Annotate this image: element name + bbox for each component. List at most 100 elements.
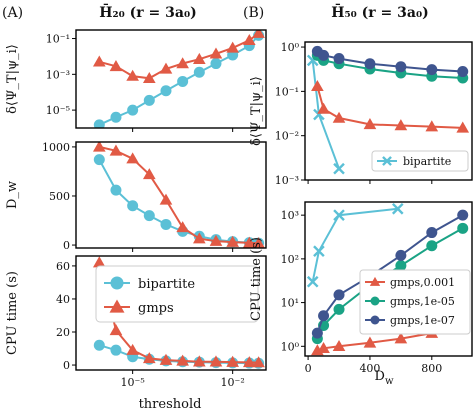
data-point-marker bbox=[176, 354, 189, 366]
data-point-marker bbox=[142, 352, 156, 364]
y-tick-label: 0 bbox=[63, 359, 70, 372]
legend-label: gmps bbox=[138, 301, 174, 316]
data-point-marker bbox=[317, 341, 330, 354]
data-point-marker bbox=[242, 356, 256, 368]
x-tick-label: 10⁻² bbox=[221, 376, 245, 389]
legend-label: gmps,1e-05 bbox=[390, 295, 455, 308]
data-point-marker bbox=[142, 168, 156, 180]
data-point-marker bbox=[311, 327, 323, 339]
data-point-marker bbox=[192, 355, 206, 367]
data-point-marker bbox=[92, 55, 106, 67]
y-tick-label: 10⁻² bbox=[275, 130, 299, 143]
data-point-marker bbox=[110, 344, 122, 356]
data-point-marker bbox=[456, 121, 470, 133]
data-point-marker bbox=[333, 209, 345, 221]
data-point-marker bbox=[142, 71, 156, 84]
series-line bbox=[311, 207, 398, 282]
y-tick-label: 500 bbox=[49, 190, 70, 203]
y-tick-label: 0 bbox=[63, 239, 70, 252]
data-point-marker bbox=[109, 324, 123, 336]
data-point-marker bbox=[318, 49, 330, 61]
data-point-marker bbox=[127, 200, 139, 212]
legend-label: bipartite bbox=[403, 155, 451, 168]
data-point-marker bbox=[382, 156, 392, 166]
data-point-marker bbox=[426, 227, 438, 239]
data-point-marker bbox=[242, 33, 256, 46]
y-axis-label: D_w bbox=[5, 181, 20, 209]
data-point-marker bbox=[176, 57, 189, 69]
y-axis-label: CPU time (s) bbox=[5, 271, 20, 355]
data-point-marker bbox=[177, 75, 189, 87]
data-point-marker bbox=[109, 59, 123, 72]
data-point-marker bbox=[369, 276, 381, 286]
series-group bbox=[306, 45, 470, 175]
data-point-marker bbox=[318, 310, 330, 322]
data-point-marker bbox=[110, 276, 124, 290]
data-point-marker bbox=[457, 209, 469, 221]
data-point-marker bbox=[192, 232, 206, 244]
data-point-marker bbox=[109, 144, 123, 156]
data-point-marker bbox=[370, 315, 380, 325]
data-point-marker bbox=[395, 249, 407, 261]
data-point-marker bbox=[93, 119, 105, 128]
data-point-marker bbox=[226, 355, 239, 367]
legend-box bbox=[371, 150, 469, 172]
data-point-marker bbox=[143, 210, 155, 222]
data-point-marker bbox=[209, 47, 223, 59]
data-point-marker bbox=[193, 66, 205, 78]
chart-A-top: 10⁻⁵ 10⁻³ 10⁻¹ δ⟨Ψ_T|ψ_i⟩ bbox=[5, 29, 267, 132]
data-point-marker bbox=[395, 260, 407, 272]
data-point-marker bbox=[226, 41, 239, 53]
legend-label: gmps,1e-07 bbox=[390, 314, 455, 327]
legend: bipartite bbox=[371, 150, 469, 172]
y-tick-label: 10⁻³ bbox=[46, 68, 70, 81]
y-tick-label: 10⁻¹ bbox=[275, 85, 299, 98]
y-tick-label: 10⁻³ bbox=[275, 174, 299, 187]
y-tick-label: 10⁰ bbox=[281, 41, 300, 54]
data-point-marker bbox=[159, 353, 173, 365]
data-point-marker bbox=[426, 240, 438, 252]
y-tick-label: 20 bbox=[56, 326, 70, 339]
data-point-marker bbox=[333, 162, 345, 175]
data-point-marker bbox=[394, 119, 408, 131]
plot-frame bbox=[75, 29, 267, 129]
data-point-marker bbox=[143, 94, 155, 106]
data-point-marker bbox=[126, 152, 139, 164]
series-group bbox=[92, 142, 265, 248]
x-tick-label: 10⁻⁵ bbox=[121, 376, 145, 389]
data-point-marker bbox=[395, 61, 407, 73]
data-point-marker bbox=[425, 120, 439, 132]
data-point-marker bbox=[126, 69, 139, 81]
y-tick-label: 60 bbox=[56, 260, 70, 273]
data-point-marker bbox=[92, 256, 106, 268]
y-tick-label: 10⁻¹ bbox=[46, 33, 70, 46]
data-point-marker bbox=[210, 58, 222, 70]
chart-A-bot: 0 20 40 60 10⁻⁵ 10⁻² CPU time (s) bipartite gmps bbox=[5, 255, 267, 389]
data-point-marker bbox=[332, 339, 346, 352]
series-group bbox=[92, 256, 265, 369]
data-point-marker bbox=[110, 184, 122, 196]
x-tick-label: 400 bbox=[359, 362, 380, 375]
data-point-marker bbox=[333, 53, 345, 65]
data-point-marker bbox=[252, 30, 265, 38]
legend: gmps,0.001 gmps,1e-05 gmps,1e-07 bbox=[359, 269, 471, 335]
data-point-marker bbox=[93, 154, 105, 166]
data-point-marker bbox=[110, 111, 122, 123]
panel-label-b: (B) bbox=[243, 5, 264, 21]
data-point-marker bbox=[176, 221, 189, 233]
y-axis-label: δ⟨Ψ_T|ψ_i⟩ bbox=[249, 76, 264, 146]
data-point-marker bbox=[192, 52, 206, 64]
data-point-marker bbox=[426, 64, 438, 76]
data-point-marker bbox=[394, 332, 408, 344]
panel-title-a: H̄₂₀ (r = 3a₀) bbox=[99, 2, 196, 21]
y-tick-label: 40 bbox=[56, 293, 70, 306]
y-tick-label: 10¹ bbox=[281, 297, 299, 310]
legend-label: gmps,0.001 bbox=[390, 276, 455, 289]
y-axis-label: CPU time (s) bbox=[249, 237, 264, 321]
data-point-marker bbox=[333, 289, 345, 301]
data-point-marker bbox=[127, 104, 139, 116]
chart-A-mid: 0 500 1000 D_w bbox=[5, 141, 267, 252]
data-point-marker bbox=[252, 236, 265, 248]
data-point-marker bbox=[311, 79, 324, 92]
data-point-marker bbox=[159, 62, 173, 74]
